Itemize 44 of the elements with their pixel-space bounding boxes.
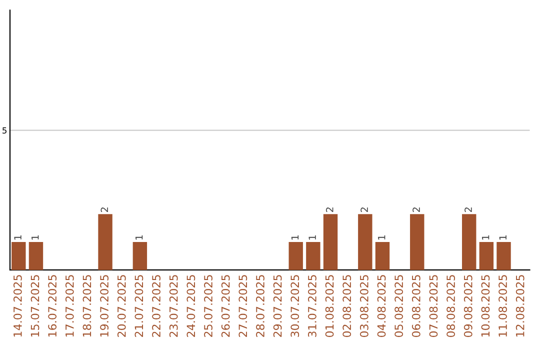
data-label: 1: [499, 235, 506, 240]
data-label: 1: [378, 235, 386, 240]
x-tick-label: 21.07.2025: [134, 275, 144, 337]
x-tick-label: 23.07.2025: [169, 275, 178, 337]
x-tick-label: 06.08.2025: [412, 275, 420, 338]
x-tick-label: 31.07.2025: [308, 275, 316, 337]
data-label: 2: [412, 207, 420, 212]
x-tick-label: 16.07.2025: [48, 275, 57, 337]
x-tick-label: 05.08.2025: [394, 275, 404, 338]
x-tick-label: 12.08.2025: [516, 275, 524, 337]
x-tick-label: 26.07.2025: [221, 275, 230, 337]
data-label: 2: [464, 207, 472, 212]
x-tick-label: 25.07.2025: [204, 275, 212, 337]
x-tick-label: 22.07.2025: [152, 275, 160, 337]
data-label: 2: [100, 207, 108, 212]
x-tick-label: 24.07.2025: [186, 275, 196, 337]
data-label: 1: [482, 235, 490, 240]
data-label: 2: [360, 207, 368, 212]
x-tick-label: 01.08.2025: [325, 275, 334, 338]
x-tick-label: 11.08.2025: [498, 275, 507, 337]
x-tick-label: 18.07.2025: [82, 275, 92, 337]
x-tick-label: 30.07.2025: [290, 275, 300, 337]
x-tick-label: 02.08.2025: [342, 275, 352, 338]
x-tick-label: 20.07.2025: [117, 275, 126, 337]
x-tick-label: 09.08.2025: [464, 275, 472, 338]
x-tick-label: 07.08.2025: [429, 275, 438, 338]
data-label: 2: [326, 207, 334, 212]
data-label: 1: [136, 235, 143, 240]
x-tick-label: 27.07.2025: [238, 275, 248, 337]
data-label: 1: [308, 235, 316, 240]
x-tick-label: 15.07.2025: [30, 275, 40, 337]
x-tick-label: 10.08.2025: [481, 275, 490, 337]
x-tick-label: 04.08.2025: [377, 275, 386, 338]
y-tick-label: 5: [2, 127, 6, 134]
x-tick-label: 19.07.2025: [100, 275, 108, 337]
x-tick-label: 28.07.2025: [256, 275, 264, 337]
x-tick-label: 08.08.2025: [446, 275, 455, 338]
data-label: 1: [32, 235, 39, 240]
x-tick-label: 14.07.2025: [13, 275, 22, 337]
data-label: 1: [291, 235, 299, 240]
x-tick-label: 03.08.2025: [360, 275, 368, 338]
data-label: 1: [14, 235, 22, 240]
x-tick-label: 29.07.2025: [273, 275, 282, 337]
x-tick-label: 17.07.2025: [65, 275, 74, 337]
